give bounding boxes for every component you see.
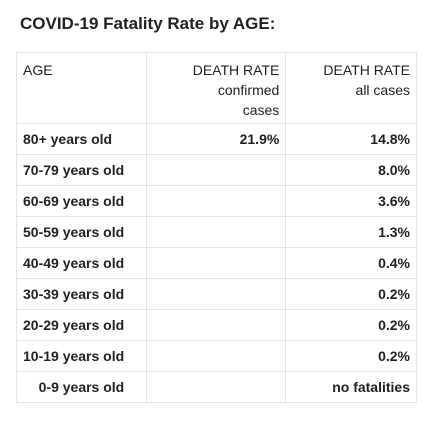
- all-cases-rate-cell: 0.4%: [285, 247, 417, 279]
- confirmed-rate-cell: [145, 154, 287, 186]
- table-header-row: AGE DEATH RATE confirmed cases DEATH RAT…: [16, 52, 417, 124]
- confirmed-header-sub1: confirmed: [217, 82, 280, 98]
- confirmed-rate-cell: [145, 278, 287, 310]
- confirmed-rate-cell: [145, 185, 287, 217]
- table-row: 10-19 years old 0.2%: [16, 340, 417, 372]
- all-cases-rate-cell: no fatalities: [285, 371, 417, 403]
- confirmed-header-sub2: cases: [242, 102, 280, 118]
- confirmed-rate-cell: 21.9%: [145, 123, 287, 155]
- table-row: 40-49 years old 0.4%: [16, 247, 417, 279]
- age-group-cell: 60-69 years old: [16, 185, 147, 217]
- confirmed-header-label: DEATH RATE: [192, 62, 280, 78]
- confirmed-rate-cell: [145, 247, 287, 279]
- age-group-cell: 70-79 years old: [16, 154, 147, 186]
- all-cases-rate-cell: 14.8%: [285, 123, 417, 155]
- table-row: 30-39 years old 0.2%: [16, 278, 417, 310]
- age-group-cell: 80+ years old: [16, 123, 147, 155]
- age-group-cell: 50-59 years old: [16, 216, 147, 248]
- all-cases-rate-cell: 1.3%: [285, 216, 417, 248]
- confirmed-rate-cell: [145, 340, 287, 372]
- all-cases-rate-cell: 3.6%: [285, 185, 417, 217]
- fatality-rate-table: AGE DEATH RATE confirmed cases DEATH RAT…: [16, 52, 417, 403]
- age-group-cell: 30-39 years old: [16, 278, 147, 310]
- all-cases-header-sub: all cases: [355, 82, 410, 98]
- table-row: 70-79 years old 8.0%: [16, 154, 417, 186]
- table-row: 50-59 years old 1.3%: [16, 216, 417, 248]
- all-cases-header-label: DEATH RATE: [323, 62, 410, 78]
- all-cases-rate-cell: 0.2%: [285, 340, 417, 372]
- age-group-cell: 10-19 years old: [16, 340, 147, 372]
- all-cases-rate-cell: 8.0%: [285, 154, 417, 186]
- page-title: COVID-19 Fatality Rate by AGE:: [20, 14, 276, 33]
- age-group-cell: 40-49 years old: [16, 247, 147, 279]
- age-group-cell: 0-9 years old: [16, 371, 147, 403]
- confirmed-rate-cell: [145, 309, 287, 341]
- all-cases-rate-cell: 0.2%: [285, 309, 417, 341]
- table-row: 0-9 years old no fatalities: [16, 371, 417, 403]
- all-cases-rate-cell: 0.2%: [285, 278, 417, 310]
- age-group-cell: 20-29 years old: [16, 309, 147, 341]
- age-header-label: AGE: [23, 62, 53, 78]
- table-row: 60-69 years old 3.6%: [16, 185, 417, 217]
- all-cases-column-header: DEATH RATE all cases: [285, 52, 417, 124]
- confirmed-rate-cell: [145, 216, 287, 248]
- age-column-header: AGE: [16, 52, 147, 124]
- confirmed-rate-cell: [145, 371, 287, 403]
- table-row: 20-29 years old 0.2%: [16, 309, 417, 341]
- confirmed-cases-column-header: DEATH RATE confirmed cases: [145, 52, 287, 124]
- table-row: 80+ years old 21.9% 14.8%: [16, 123, 417, 155]
